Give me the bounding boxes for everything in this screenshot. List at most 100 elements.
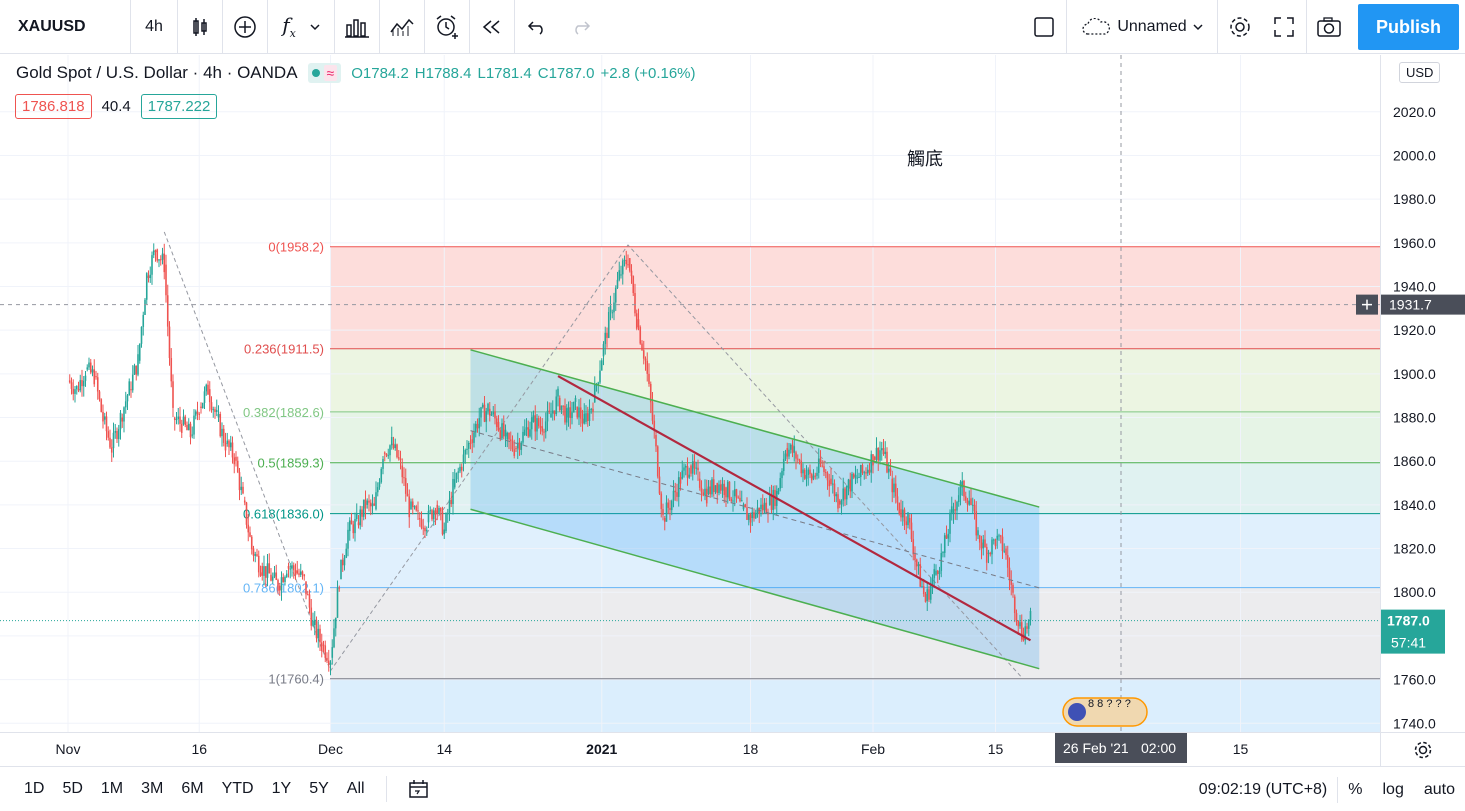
candle-body: [408, 496, 411, 518]
chart-pane[interactable]: 0(1958.2) 0.236(1911.5) 0.382(1882.6) 0.5(1…: [0, 55, 1380, 732]
sell-price[interactable]: 1786.818: [15, 94, 92, 119]
candle-body: [863, 472, 866, 474]
candle-body: [859, 465, 862, 478]
candle-body: [915, 559, 918, 567]
candle-body: [635, 313, 638, 329]
layout-name-button[interactable]: Unnamed: [1067, 0, 1217, 54]
alert-button[interactable]: [425, 0, 469, 54]
candle-body: [586, 413, 589, 421]
candle-body: [378, 482, 381, 488]
chart-settings-corner[interactable]: [1380, 732, 1465, 766]
candle-body: [347, 529, 349, 549]
candle-body: [501, 423, 503, 439]
price-chart[interactable]: 0(1958.2) 0.236(1911.5) 0.382(1882.6) 0.5(1…: [0, 55, 1380, 732]
candle-body: [786, 448, 789, 457]
candle-body: [742, 504, 745, 510]
candle-body: [844, 488, 846, 500]
undo-button[interactable]: [515, 0, 559, 54]
currency-label[interactable]: USD: [1399, 62, 1441, 83]
candle-body: [590, 408, 593, 410]
legend-toggle[interactable]: ≈: [307, 63, 342, 83]
range-button-1m[interactable]: 1M: [100, 780, 124, 797]
candle-body: [250, 536, 253, 550]
candle-body: [534, 415, 537, 432]
candle-body: [572, 401, 575, 413]
compare-button[interactable]: [223, 0, 267, 54]
auto-scale-button[interactable]: auto: [1423, 780, 1455, 798]
time-tick-label: 15: [988, 741, 1004, 757]
candle-body: [308, 594, 311, 608]
candle-body: [866, 469, 869, 474]
candle-body: [443, 529, 446, 535]
candle-body: [487, 403, 489, 412]
templates-button[interactable]: [335, 0, 379, 54]
redo-button[interactable]: [559, 0, 603, 54]
range-button-5d[interactable]: 5D: [62, 780, 83, 797]
time-axis[interactable]: Nov 16 Dec 14 2021 18 Feb 15 15 26 Feb '21 02:00: [0, 732, 1380, 766]
price-tick-label: 1960.0: [1393, 235, 1436, 251]
buy-price[interactable]: 1787.222: [140, 94, 218, 119]
candle-body: [319, 628, 321, 643]
candle-body: [191, 434, 194, 436]
candle-body: [987, 552, 990, 554]
range-button-all[interactable]: All: [346, 780, 365, 797]
candle-body: [173, 417, 176, 421]
candle-body: [553, 410, 556, 415]
goto-date-button[interactable]: [399, 767, 439, 811]
spread-value: 40.4: [101, 98, 131, 115]
publish-button[interactable]: Publish: [1358, 4, 1459, 50]
toolbar-right: Unnamed: [1022, 0, 1351, 54]
candle-body: [763, 502, 766, 511]
symbol-search-button[interactable]: XAUUSD: [0, 0, 130, 54]
candle-body: [602, 344, 605, 357]
candle-body: [506, 432, 509, 440]
settings-button[interactable]: [1218, 0, 1262, 54]
percent-scale-button[interactable]: %: [1348, 780, 1363, 798]
replay-button[interactable]: [470, 0, 514, 54]
range-button-6m[interactable]: 6M: [181, 780, 204, 797]
candle-body: [420, 519, 423, 528]
fullscreen-button[interactable]: [1262, 0, 1306, 54]
candle-body: [392, 443, 395, 449]
candle-body: [963, 480, 965, 497]
candle-body: [446, 513, 449, 515]
range-button-1y[interactable]: 1Y: [271, 780, 292, 797]
candle-body: [936, 570, 939, 575]
candle-body: [324, 645, 327, 658]
select-layout-button[interactable]: [1022, 0, 1066, 54]
candle-body: [371, 503, 374, 507]
candle-body: [404, 478, 407, 494]
fullscreen-icon: [1274, 17, 1294, 37]
candle-body: [340, 559, 342, 580]
candle-body: [261, 566, 264, 576]
candle-body: [103, 416, 106, 420]
range-button-1d[interactable]: 1D: [24, 780, 45, 797]
candle-body: [819, 458, 822, 464]
candle-body: [75, 386, 78, 390]
candle-body: [292, 565, 295, 571]
snapshot-button[interactable]: [1307, 0, 1351, 54]
price-axis[interactable]: 2020.0 2000.0 1980.0 1960.0 1940.0 1920.0 1900…: [1380, 55, 1465, 732]
range-button-ytd[interactable]: YTD: [221, 780, 254, 797]
range-button-3m[interactable]: 3M: [141, 780, 164, 797]
candle-body: [688, 474, 691, 478]
clock[interactable]: 09:02:19 (UTC+8): [1198, 780, 1328, 798]
candle-type-button[interactable]: [178, 0, 222, 54]
candle-body: [411, 501, 414, 508]
candle-body: [438, 508, 440, 513]
candle-body: [268, 563, 271, 574]
candle-body: [838, 500, 841, 505]
candle-body: [767, 513, 769, 515]
candle-body: [464, 450, 467, 455]
interval-button[interactable]: 4h: [131, 0, 177, 54]
range-button-5y[interactable]: 5Y: [309, 780, 329, 797]
indicators-button[interactable]: fx: [268, 0, 334, 54]
log-scale-button[interactable]: log: [1382, 780, 1404, 798]
candle-body: [837, 494, 839, 509]
candle-body: [485, 411, 488, 422]
candle-body: [709, 486, 712, 495]
strategy-button[interactable]: [380, 0, 424, 54]
candle-body: [467, 442, 470, 449]
candle-body: [495, 418, 498, 428]
candle-body: [744, 504, 747, 508]
